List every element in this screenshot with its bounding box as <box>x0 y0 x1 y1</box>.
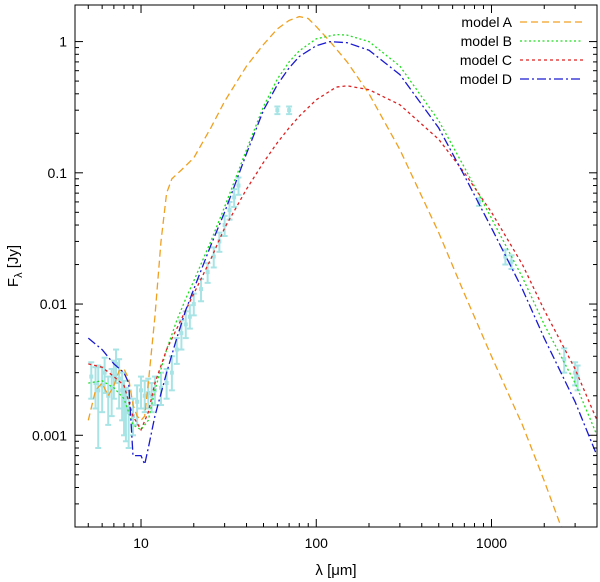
data-point <box>231 188 238 208</box>
legend-label: model B <box>461 33 512 49</box>
legend: model A model B model C model D <box>460 14 583 87</box>
data-marker <box>199 287 204 292</box>
data-marker <box>122 399 127 404</box>
series-layer <box>87 15 597 527</box>
legend-label: model D <box>460 71 512 87</box>
legend-entry: model D <box>460 71 583 87</box>
legend-entry: model C <box>460 52 583 68</box>
data-marker <box>562 357 567 362</box>
y-tick-label: 1 <box>59 34 67 50</box>
data-marker <box>205 270 210 275</box>
data-marker <box>217 239 222 244</box>
y-axis-label-unit: [Jy] <box>5 245 22 273</box>
data-point <box>182 310 189 340</box>
data-marker <box>211 254 216 259</box>
legend-label: model A <box>461 14 512 30</box>
data-marker <box>100 383 105 388</box>
x-tick-label: 1000 <box>476 535 507 551</box>
data-marker <box>106 393 111 398</box>
data-point <box>173 337 180 365</box>
data-marker <box>575 374 580 379</box>
data-marker <box>146 390 151 395</box>
data-marker <box>126 410 131 415</box>
data-marker <box>287 108 292 113</box>
data-point <box>138 375 145 410</box>
data-marker <box>109 385 114 390</box>
data-point <box>186 304 193 330</box>
series-line-model-d <box>87 40 597 467</box>
data-marker <box>174 347 179 352</box>
data-marker <box>275 108 280 113</box>
data-marker <box>102 370 107 375</box>
data-point <box>116 358 123 410</box>
observed-data-points <box>88 105 581 449</box>
data-marker <box>232 195 237 200</box>
plot-frame <box>74 4 598 528</box>
data-point <box>210 246 217 269</box>
data-point <box>502 248 509 266</box>
y-axis-label-main: F <box>5 278 22 287</box>
data-marker <box>139 388 144 393</box>
data-point <box>226 200 233 221</box>
data-marker <box>169 370 174 375</box>
data-marker <box>142 393 147 398</box>
data-point <box>216 231 223 253</box>
data-marker <box>158 385 163 390</box>
data-marker <box>123 406 128 411</box>
x-tick-label: 10 <box>133 535 149 551</box>
series-line-model-b <box>88 33 597 436</box>
data-marker <box>96 388 101 393</box>
series-line-model-a <box>87 15 562 527</box>
tick-layer: 10 100 1000 0.001 0.01 0.1 1 <box>32 5 598 551</box>
data-marker <box>93 381 98 386</box>
data-marker <box>183 322 188 327</box>
data-point <box>286 105 293 116</box>
y-axis-label-sub: λ <box>13 272 25 278</box>
data-marker <box>222 223 227 228</box>
legend-entry: model B <box>461 33 583 49</box>
data-marker <box>227 208 232 213</box>
data-marker <box>503 254 508 259</box>
data-marker <box>120 388 125 393</box>
data-point <box>105 375 112 426</box>
data-marker <box>135 399 140 404</box>
data-marker <box>477 199 482 204</box>
series-line-model-c <box>88 85 597 432</box>
legend-label: model C <box>460 52 512 68</box>
data-marker <box>117 376 122 381</box>
data-point <box>274 105 281 116</box>
data-point <box>204 262 211 284</box>
data-marker <box>236 183 241 188</box>
data-marker <box>164 381 169 386</box>
y-tick-label: 0.001 <box>32 427 67 443</box>
x-axis-label: λ [μm] <box>315 562 356 579</box>
y-tick-label: 0.1 <box>48 165 68 181</box>
data-marker <box>509 259 514 264</box>
x-tick-label: 100 <box>305 535 329 551</box>
data-point <box>561 347 568 374</box>
legend-entry: model A <box>461 14 583 30</box>
data-marker <box>187 314 192 319</box>
data-point <box>141 379 148 414</box>
data-marker <box>89 374 94 379</box>
data-marker <box>573 370 578 375</box>
data-marker <box>111 374 116 379</box>
data-point <box>198 278 205 303</box>
data-marker <box>191 302 196 307</box>
data-point <box>134 384 141 426</box>
data-marker <box>114 361 119 366</box>
y-tick-label: 0.01 <box>40 296 67 312</box>
y-axis-label: Fλ [Jy] <box>5 245 25 287</box>
data-point <box>235 176 242 196</box>
data-marker <box>179 331 184 336</box>
